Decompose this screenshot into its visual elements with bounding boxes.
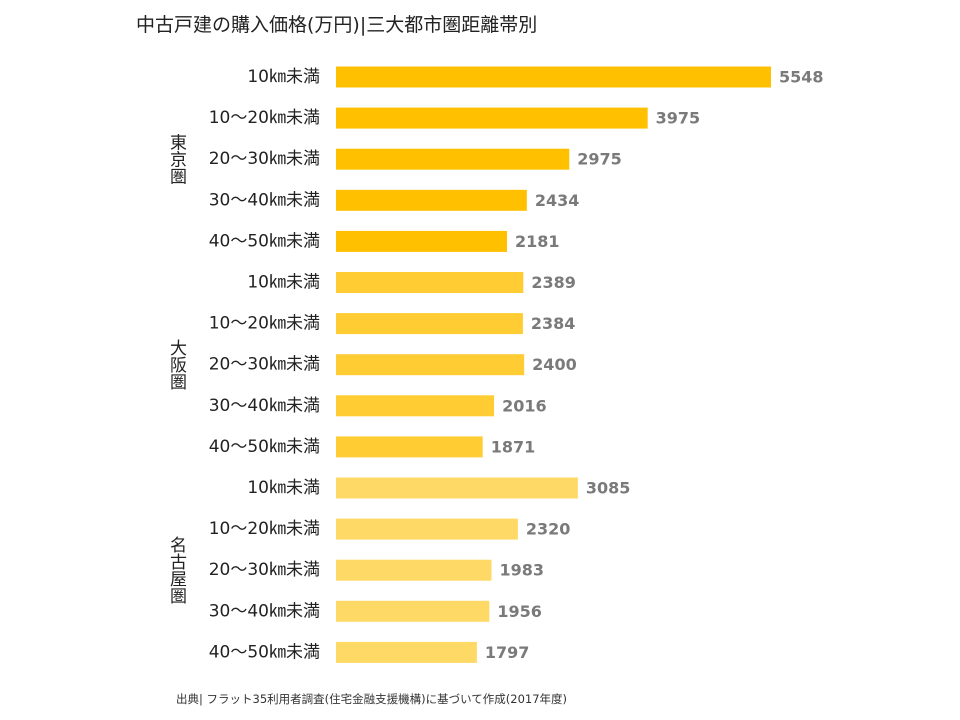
value-label: 2389 <box>531 273 576 292</box>
bar <box>336 230 508 252</box>
bar <box>336 189 527 211</box>
category-label: 30～40㎞未満 <box>209 396 320 416</box>
value-label: 3085 <box>586 479 631 498</box>
chart-title: 中古戸建の購入価格(万円)|三大都市圏距離帯別 <box>136 14 538 36</box>
bar <box>336 272 524 293</box>
group-label: 名古屋圏 <box>166 536 187 604</box>
category-label: 20～30㎞未満 <box>209 355 320 375</box>
category-label: 40～50㎞未満 <box>209 437 320 457</box>
value-label: 2181 <box>515 232 560 251</box>
bar <box>336 641 477 663</box>
value-label: 1983 <box>499 561 544 580</box>
bar <box>336 395 495 417</box>
bar <box>336 148 570 170</box>
value-label: 1956 <box>497 602 542 621</box>
bar <box>336 313 523 335</box>
category-label: 40～50㎞未満 <box>209 642 320 662</box>
category-label: 10㎞未満 <box>247 67 320 87</box>
category-label: 20～30㎞未満 <box>209 149 320 169</box>
bar <box>336 107 648 129</box>
category-label: 10～20㎞未満 <box>209 108 320 128</box>
bar <box>336 559 492 581</box>
category-label: 40～50㎞未満 <box>209 231 320 251</box>
value-label: 1871 <box>491 437 536 456</box>
source-note: 出典| フラット35利用者調査(住宅金融支援機構)に基づいて作成(2017年度) <box>176 692 568 706</box>
group-label: 東京圏 <box>166 134 187 185</box>
value-label: 2320 <box>526 520 571 539</box>
bar <box>336 66 771 88</box>
bar-chart: 10㎞未満 5548 10～20㎞未満 3975 20～30㎞未満 2975 30～40㎞未… <box>166 66 824 663</box>
value-label: 2016 <box>502 396 547 415</box>
value-label: 2400 <box>532 355 577 374</box>
category-label: 10～20㎞未満 <box>209 314 320 334</box>
bar <box>336 354 525 376</box>
category-label: 30～40㎞未満 <box>209 190 320 210</box>
group-label: 大阪圏 <box>166 339 187 390</box>
category-label: 10㎞未満 <box>247 273 320 293</box>
category-label: 10㎞未満 <box>247 478 320 498</box>
value-label: 5548 <box>779 68 824 87</box>
category-label: 30～40㎞未満 <box>209 601 320 621</box>
bar <box>336 477 578 499</box>
value-label: 2434 <box>535 191 580 210</box>
category-label: 20～30㎞未満 <box>209 560 320 580</box>
bar <box>336 436 483 458</box>
value-label: 2975 <box>577 150 622 169</box>
bar <box>336 518 518 540</box>
value-label: 3975 <box>656 109 701 128</box>
value-label: 1797 <box>485 643 530 662</box>
bar <box>336 600 490 622</box>
value-label: 2384 <box>531 314 576 333</box>
category-label: 10～20㎞未満 <box>209 519 320 539</box>
